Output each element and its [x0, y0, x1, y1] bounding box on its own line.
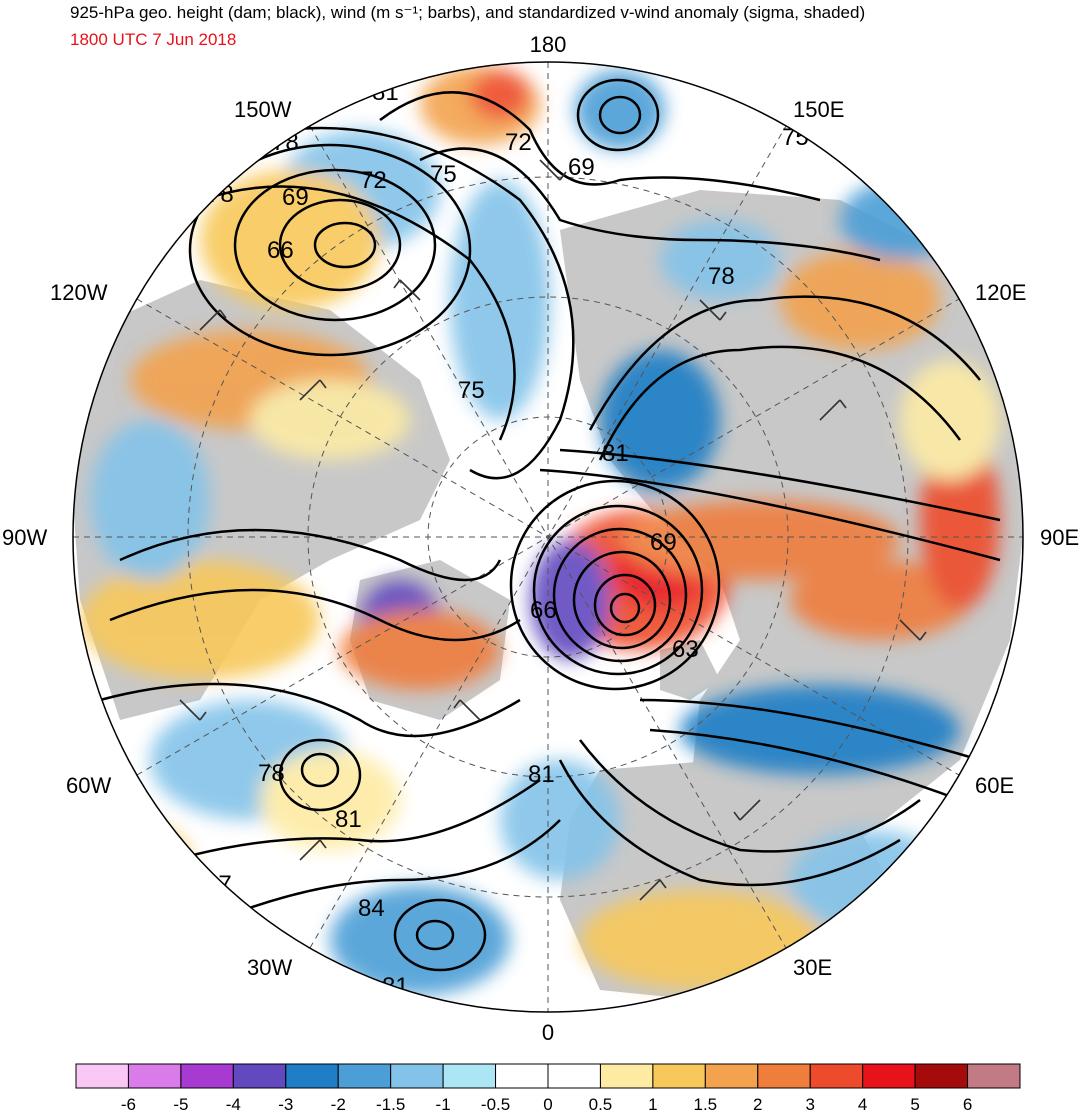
colorbar-tick-label: -5: [173, 1095, 188, 1112]
colorbar-tick-label: -6: [121, 1095, 136, 1112]
lon-label-60e: 60E: [975, 773, 1014, 798]
lon-label-90e: 90E: [1040, 525, 1079, 550]
lon-label-120e: 120E: [975, 280, 1026, 305]
colorbar-swatch: [180, 1063, 234, 1089]
land-novaya-zemlya: [660, 640, 720, 700]
wind-barbs: [179, 159, 927, 901]
figure-title: 925-hPa geo. height (dam; black), wind (…: [70, 3, 866, 22]
colorbar-tick-label: 1: [648, 1095, 657, 1112]
longitude-labels: 180 150E 120E 90E 60E 30E 0 30W 60W 90W …: [2, 32, 1079, 1045]
contour-label: 84: [358, 895, 385, 922]
contour-label: 75: [430, 161, 457, 188]
colorbar-swatch: [232, 1063, 287, 1089]
colorbar-swatch: [442, 1063, 497, 1089]
colorbar-swatch: [652, 1063, 706, 1089]
colorbar-tick-label: -1.5: [376, 1095, 405, 1112]
colorbar-tick-label: 3: [805, 1095, 814, 1112]
colorbar-tick-label: 6: [963, 1095, 972, 1112]
contour-label: 81: [528, 761, 555, 788]
colorbar-swatch: [337, 1063, 392, 1089]
lon-label-150w: 150W: [234, 97, 292, 122]
colorbar-swatch: [495, 1063, 549, 1089]
contour-label: 66: [530, 597, 557, 624]
lon-label-60w: 60W: [66, 773, 111, 798]
colorbar-swatch: [757, 1063, 811, 1089]
colorbar-swatch: [914, 1063, 969, 1089]
contour-label: 87: [205, 871, 232, 898]
lon-label-150e: 150E: [793, 97, 844, 122]
colorbar-swatch: [127, 1063, 182, 1089]
contour-label: 69: [568, 154, 595, 181]
contour-label: 78: [272, 129, 299, 156]
lon-label-30w: 30W: [247, 955, 292, 980]
colorbar-tick-label: 0.5: [589, 1095, 613, 1112]
colorbar-tick-label: -1: [436, 1095, 451, 1112]
contour-label: 81: [335, 806, 362, 833]
valid-time: 1800 UTC 7 Jun 2018: [70, 30, 237, 49]
colorbar-swatch: [809, 1063, 864, 1089]
contour-label: 81: [602, 440, 629, 467]
contour-label: 78: [708, 263, 735, 290]
colorbar-swatch: [704, 1063, 759, 1089]
colorbar-swatch: [75, 1063, 129, 1089]
colorbar-tick-label: 1.5: [694, 1095, 718, 1112]
colorbar-tick-label: -3: [278, 1095, 293, 1112]
lon-label-30e: 30E: [793, 955, 832, 980]
colorbar-swatch: [547, 1063, 601, 1089]
contour-label: 69: [282, 184, 309, 211]
colorbar-swatch: [967, 1063, 1021, 1089]
colorbar-tick-label: 5: [910, 1095, 919, 1112]
colorbar-tick-label: 4: [858, 1095, 867, 1112]
lon-label-0: 0: [542, 1020, 554, 1045]
colorbar-tick-label: 2: [753, 1095, 762, 1112]
height-contours: [99, 78, 1001, 972]
map-disc: 81 78 78 69 72 75 72 69 75 66 78 75 81 6…: [73, 62, 1023, 1012]
contour-label: 66: [267, 237, 294, 264]
colorbar-swatch: [390, 1063, 444, 1089]
contour-label: 72: [505, 129, 532, 156]
colorbar: -6 -5 -4 -3 -2 -1.5 -1 -0.5 0 0.5 1 1.5 2 3 4 5 6: [75, 1063, 1021, 1112]
contour-label: 75: [458, 377, 485, 404]
lon-label-90w: 90W: [2, 525, 47, 550]
lon-label-180: 180: [530, 32, 567, 57]
map-border: [72, 61, 1024, 1013]
contour-label: 63: [672, 636, 699, 663]
colorbar-tick-label: -2: [331, 1095, 346, 1112]
contour-label: 72: [360, 167, 387, 194]
colorbar-swatch: [599, 1063, 654, 1089]
colorbar-tick-label: -0.5: [481, 1095, 510, 1112]
contour-label: 81: [372, 79, 399, 106]
colorbar-swatch: [285, 1063, 339, 1089]
colorbar-swatch: [862, 1063, 916, 1089]
colorbar-tick-label: 0: [543, 1095, 552, 1112]
contour-label: 78: [258, 760, 285, 787]
colorbar-tick-label: -4: [226, 1095, 241, 1112]
lon-label-120w: 120W: [50, 280, 108, 305]
contour-label: 69: [650, 529, 677, 556]
